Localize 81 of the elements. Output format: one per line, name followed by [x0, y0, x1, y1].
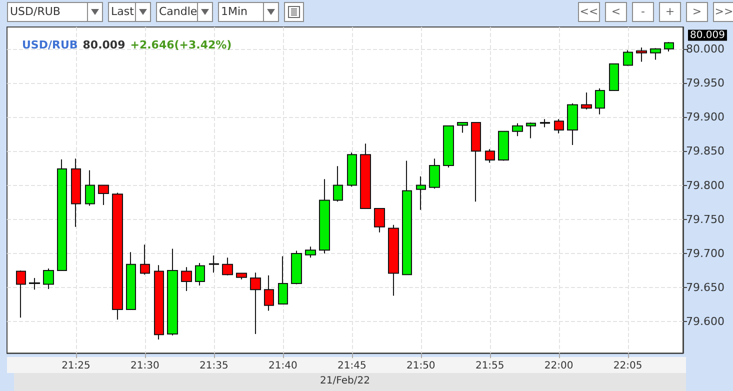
nav-button: >>: [713, 2, 733, 22]
candlestick: [57, 158, 67, 272]
candlestick: [222, 257, 233, 276]
text: 80.009: [690, 30, 725, 42]
candlestick: [16, 270, 26, 318]
candlestick: [609, 63, 619, 91]
candlestick: [567, 102, 578, 146]
dropdown-field: USD/RUB: [7, 2, 103, 22]
y-tick-label: 79.650: [686, 281, 724, 294]
x-tick-label: 21:25: [62, 360, 90, 372]
candlestick: [485, 148, 495, 164]
x-tick-label: 21:45: [337, 360, 366, 372]
candlestick: [291, 250, 302, 285]
x-tick-label: 21:50: [406, 360, 436, 372]
candlestick: [360, 143, 371, 209]
candlestick: [250, 272, 261, 334]
y-tick-label: 79.600: [686, 315, 724, 328]
candlestick: [526, 122, 536, 139]
candlestick: [636, 46, 647, 62]
candlestick: [595, 88, 605, 115]
text: USD/RUB: [22, 38, 78, 52]
candlestick: [236, 272, 247, 280]
candlestick: [43, 268, 54, 290]
candlestick: [471, 122, 481, 202]
candlestick: [167, 248, 178, 336]
candlestick: [71, 158, 81, 228]
candlestick: [498, 130, 509, 162]
nav-button: +: [659, 2, 681, 22]
x-tick-label: 21:40: [268, 360, 298, 372]
nav-button: -: [632, 2, 654, 22]
y-tick-label: 79.900: [686, 110, 724, 124]
annotation: 80.009: [82, 38, 126, 52]
candlestick: [264, 274, 274, 312]
x-tick-label: 21:35: [200, 360, 228, 372]
candlestick: [429, 158, 440, 190]
candlestick: [623, 50, 633, 66]
candlestick: [402, 160, 412, 276]
candlestick: [154, 264, 164, 340]
candlestick: [305, 246, 316, 258]
candlestick: [581, 92, 592, 110]
nav-button: >: [686, 2, 708, 22]
dropdown-field: Candle: [156, 2, 213, 22]
candlestick: [457, 122, 468, 134]
x-tick-label: 21:30: [130, 360, 160, 372]
x-tick-label: 22:00: [544, 360, 574, 372]
candlestick: [181, 266, 192, 292]
y-tick-label: 80.000: [686, 42, 724, 56]
candlestick: [512, 122, 523, 137]
x-axis-title: 21/Feb/22: [320, 376, 370, 386]
candlestick: [664, 42, 674, 52]
candlestick: [85, 170, 95, 206]
candlestick: [347, 152, 357, 188]
candlestick: [319, 178, 330, 254]
candlestick: [209, 255, 219, 274]
y-tick-label: 79.850: [686, 144, 724, 158]
x-tick-label: 22:05: [613, 360, 642, 372]
y-tick-label: 79.700: [686, 246, 724, 260]
nav-button: <: [605, 2, 627, 22]
candlestick: [650, 48, 661, 60]
annotation: +2.646(+3.42%): [130, 38, 232, 52]
y-tick-label: 79.750: [686, 212, 724, 226]
candlestick: [126, 252, 136, 310]
dropdown-field: Last: [108, 2, 151, 22]
candlestick: [333, 166, 343, 202]
y-tick-label: 79.950: [686, 76, 724, 90]
y-tick-label: 79.800: [686, 178, 724, 192]
candlestick: [416, 176, 426, 210]
candlestick: [29, 278, 40, 290]
candlestick: [278, 256, 288, 304]
candlestick: [554, 118, 564, 134]
candlestick: [140, 244, 150, 276]
candlestick: [388, 224, 399, 296]
x-tick-label: 21:55: [475, 360, 504, 372]
candlestick: [374, 208, 385, 233]
candlestick: [112, 192, 123, 320]
candlestick: [443, 125, 454, 168]
candlestick: [540, 118, 550, 128]
candlestick: [195, 262, 205, 286]
nav-button: <<: [578, 2, 600, 22]
candlestick: [98, 184, 109, 206]
dropdown-field: 1Min: [218, 2, 279, 22]
